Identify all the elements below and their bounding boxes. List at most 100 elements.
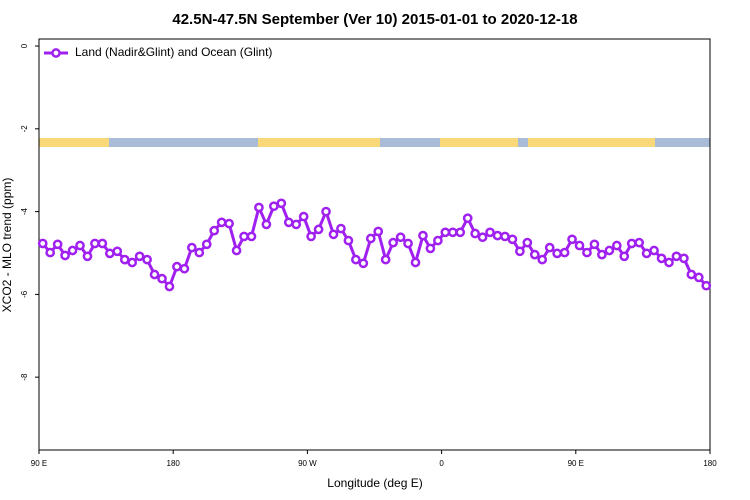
- data-point: [544, 242, 555, 253]
- data-point: [492, 230, 503, 241]
- data-point: [447, 227, 458, 238]
- data-point: [127, 257, 138, 268]
- x-axis-label: Longitude (deg E): [327, 476, 422, 490]
- data-point: [328, 229, 339, 240]
- land-band: [258, 138, 380, 147]
- data-point: [179, 263, 190, 274]
- plot-frame: [38, 38, 711, 451]
- data-point: [477, 232, 488, 243]
- data-point: [254, 202, 264, 213]
- data-point: [425, 243, 436, 254]
- data-point: [283, 217, 294, 228]
- x-tick-label: 180: [703, 459, 717, 468]
- data-point: [701, 280, 712, 291]
- data-point: [201, 239, 212, 250]
- y-tick-label: -2: [20, 125, 29, 133]
- data-point: [321, 206, 331, 217]
- data-point: [142, 254, 152, 265]
- data-point: [104, 248, 115, 259]
- data-point: [410, 257, 421, 268]
- data-point: [597, 249, 607, 260]
- data-point: [485, 227, 495, 238]
- data-point: [500, 231, 510, 242]
- chart-title: 42.5N-47.5N September (Ver 10) 2015-01-0…: [172, 11, 577, 28]
- y-tick-label: 0: [20, 43, 29, 48]
- data-point: [388, 237, 398, 248]
- data-point: [358, 258, 369, 269]
- data-point: [395, 232, 406, 243]
- legend-marker: [51, 48, 61, 58]
- x-tick-label: 180: [167, 459, 181, 468]
- land-band: [39, 138, 109, 147]
- data-point: [380, 254, 391, 265]
- data-point: [433, 235, 443, 246]
- data-point: [134, 251, 145, 262]
- data-point: [351, 254, 361, 265]
- data-point: [343, 235, 354, 246]
- land-band: [440, 138, 518, 147]
- land-ocean-strip: [39, 138, 710, 147]
- data-point: [216, 217, 227, 228]
- x-tick-label: 90 E: [568, 459, 584, 468]
- data-point: [75, 240, 85, 251]
- data-point: [149, 269, 160, 280]
- data-point: [365, 233, 376, 244]
- data-point: [559, 247, 570, 258]
- y-tick-label: -8: [20, 373, 29, 381]
- data-point: [112, 246, 123, 257]
- data-point: [515, 246, 525, 257]
- data-point: [246, 231, 257, 242]
- data-point: [164, 281, 175, 292]
- y-tick-label: -6: [20, 290, 29, 298]
- data-point: [269, 201, 279, 212]
- data-point: [440, 227, 451, 238]
- data-point: [649, 245, 659, 256]
- x-tick-label: 90 W: [298, 459, 317, 468]
- data-point: [172, 261, 182, 272]
- data-point: [611, 240, 622, 251]
- y-tick-label: -4: [20, 207, 29, 215]
- data-point: [52, 239, 63, 250]
- data-point: [67, 245, 78, 256]
- data-point: [157, 273, 167, 284]
- data-point: [470, 228, 480, 239]
- data-point: [664, 257, 674, 268]
- data-point: [60, 250, 70, 261]
- data-point: [90, 238, 100, 249]
- data-point: [455, 227, 466, 238]
- data-point: [186, 242, 197, 253]
- data-point: [634, 237, 645, 248]
- data-point: [522, 237, 533, 248]
- data-point: [82, 251, 93, 262]
- data-point: [403, 238, 413, 249]
- data-point: [686, 269, 697, 280]
- data-point: [97, 238, 108, 249]
- data-point: [336, 223, 346, 234]
- data-point: [574, 240, 585, 251]
- data-point: [231, 245, 242, 256]
- data-point: [291, 219, 302, 230]
- data-point: [313, 224, 324, 235]
- x-tick-label: 90 E: [31, 459, 47, 468]
- data-point: [582, 247, 592, 258]
- series-line: [41, 201, 708, 290]
- data-point: [462, 213, 473, 224]
- data-point: [671, 251, 682, 262]
- data-point: [529, 249, 540, 260]
- data-point: [552, 248, 563, 259]
- data-point: [604, 245, 615, 256]
- data-point: [589, 239, 600, 250]
- x-tick-label: 0: [439, 459, 444, 468]
- data-point: [119, 254, 130, 265]
- legend-label: Land (Nadir&Glint) and Ocean (Glint): [75, 45, 272, 59]
- data-point: [194, 247, 205, 258]
- data-point: [373, 226, 384, 237]
- y-axis-label: XCO2 - MLO trend (ppm): [0, 178, 14, 313]
- data-point: [507, 234, 518, 245]
- data-point: [656, 253, 667, 264]
- data-point: [537, 254, 548, 265]
- data-point: [306, 231, 316, 242]
- data-point: [567, 234, 577, 245]
